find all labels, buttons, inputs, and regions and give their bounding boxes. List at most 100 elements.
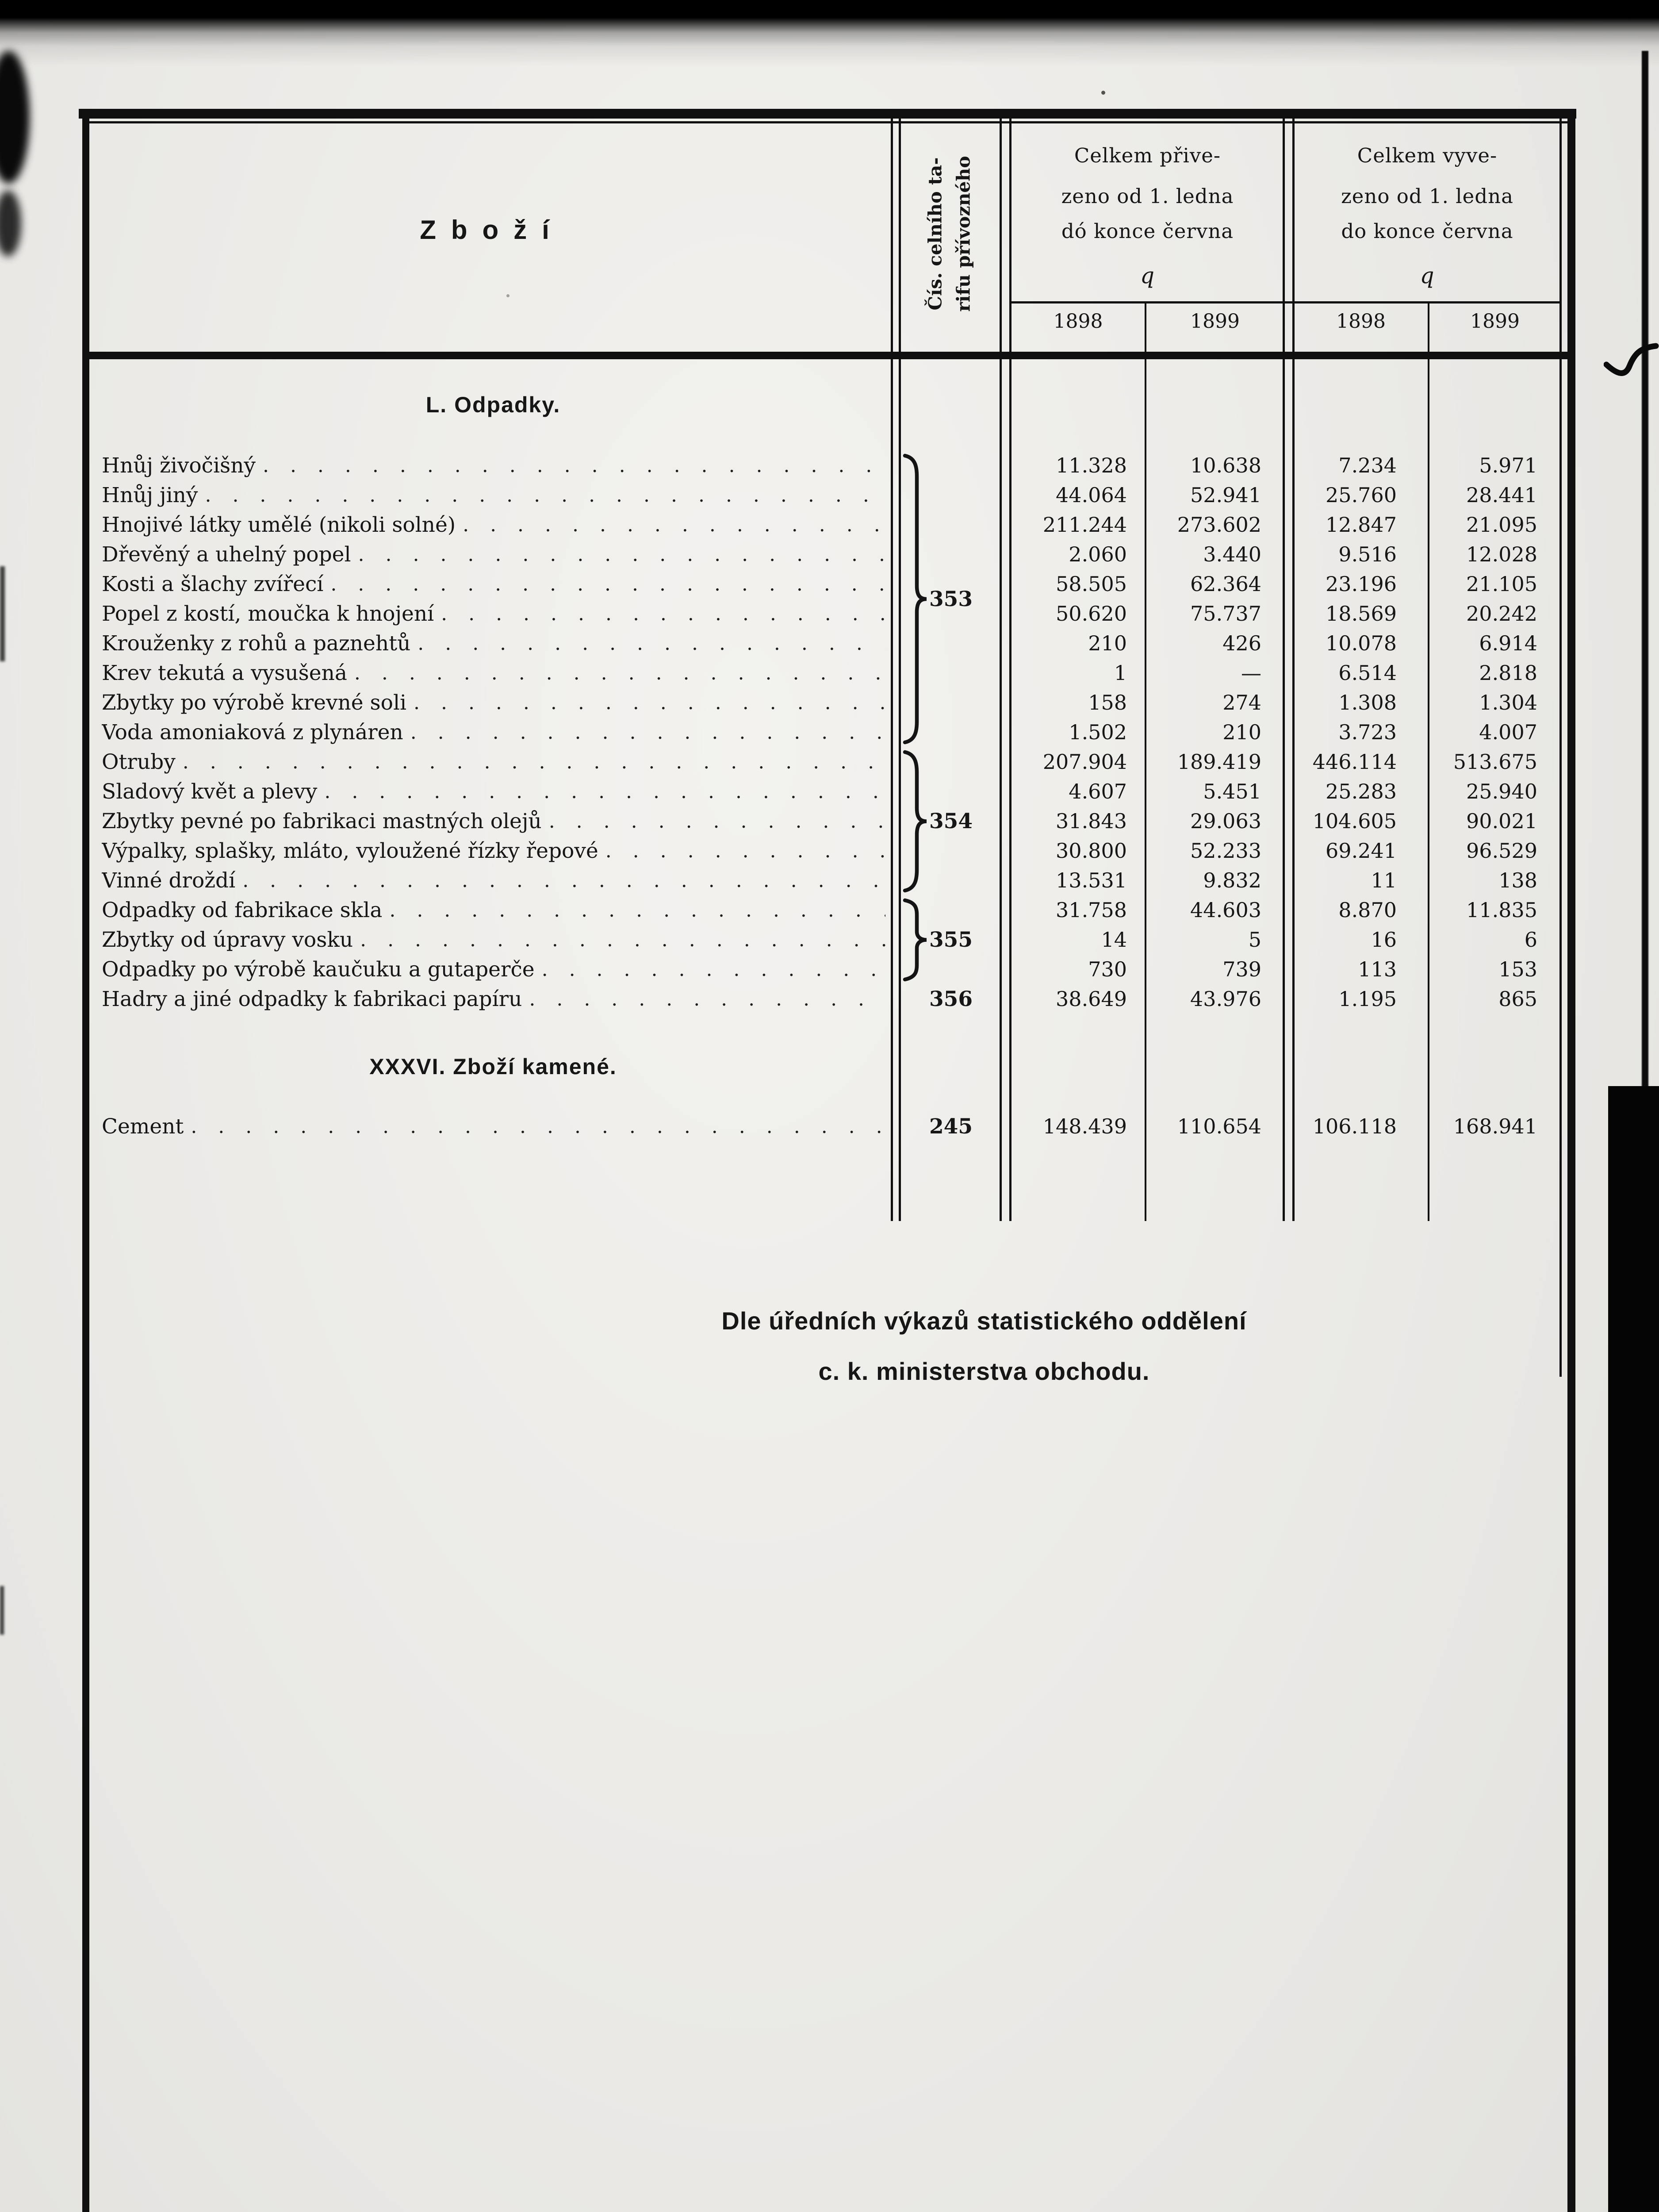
table-row: Výpalky, splašky, mláto, vyloužené řízky… (0, 836, 1659, 866)
value-e99: 168.941 (1453, 1114, 1537, 1138)
value-e98: 11 (1371, 868, 1397, 892)
value-e99: 153 (1498, 957, 1537, 981)
frame-left-border (82, 109, 89, 2212)
goods-label: Otruby (102, 750, 176, 774)
import-year-1899: 1899 (1190, 310, 1240, 333)
value-e99: 2.818 (1479, 661, 1537, 685)
dot-leader: . . . . . . . . . . . . . . . . . . . . … (389, 899, 885, 922)
value-i99: 10.638 (1190, 453, 1261, 477)
value-i99: 43.976 (1190, 987, 1261, 1011)
dot-leader: . . . . . . . . . . . . . . . . . . . . … (191, 1115, 885, 1138)
value-e99: 12.028 (1466, 542, 1537, 566)
table-row: Odpadky od fabrikace skla . . . . . . . .… (0, 895, 1659, 925)
value-e98: 1.308 (1338, 691, 1397, 714)
value-e99: 6.914 (1479, 631, 1537, 655)
scan-artifact-streak (0, 1586, 4, 1635)
table-row: Hnůj živočišný . . . . . . . . . . . . . … (0, 451, 1659, 480)
dot-leader: . . . . . . . . . . . . . . . . . . . . … (262, 454, 885, 477)
value-e99: 21.105 (1466, 572, 1537, 596)
export-header-line3: do konce června (1341, 219, 1513, 243)
dot-leader: . . . . . . . . . . . . . . . . . . . . … (182, 751, 885, 773)
scan-artifact-speck (506, 294, 510, 297)
value-i98: 11.328 (1056, 453, 1127, 477)
value-e98: 7.234 (1338, 453, 1397, 477)
value-i98: 207.904 (1042, 750, 1127, 774)
value-i99: 9.832 (1203, 868, 1261, 892)
value-i99: 739 (1222, 957, 1261, 981)
value-e98: 9.516 (1338, 542, 1397, 566)
source-note-line1: Dle úředních výkazů statistického odděle… (721, 1307, 1247, 1335)
table-row: Vinné droždí . . . . . . . . . . . . . . … (0, 866, 1659, 895)
value-i98: 210 (1088, 631, 1127, 655)
value-e98: 446.114 (1312, 750, 1397, 774)
dot-leader: . . . . . . . . . . . . . . . . . . . . … (354, 662, 885, 684)
dot-leader: . . . . . . . . . . . . . . . . . . . . … (418, 632, 885, 655)
table-row: Krev tekutá a vysušená . . . . . . . . . … (0, 658, 1659, 688)
value-i99: 75.737 (1190, 602, 1261, 626)
tariff-number: 245 (929, 1114, 973, 1139)
value-i99: 426 (1222, 631, 1261, 655)
export-year-1899: 1899 (1470, 310, 1520, 333)
value-i98: 31.758 (1056, 898, 1127, 922)
value-i98: 58.505 (1056, 572, 1127, 596)
value-e98: 10.078 (1326, 631, 1397, 655)
table-top-border (79, 109, 1576, 119)
goods-label: Kosti a šlachy zvířecí (102, 572, 324, 596)
dot-leader: . . . . . . . . . . . . . . . . . . . . … (205, 484, 885, 507)
value-i99: 44.603 (1190, 898, 1261, 922)
value-i99: — (1241, 661, 1261, 685)
table-row: Sladový květ a plevy . . . . . . . . . . … (0, 777, 1659, 806)
goods-label: Popel z kostí, moučka k hnojení (102, 602, 434, 626)
source-note-line2: c. k. ministerstva obchodu. (818, 1357, 1150, 1385)
column-header-goods: Zboží (420, 215, 564, 245)
year-subheader-rule (1011, 301, 1560, 303)
import-unit-q: q (1140, 263, 1155, 288)
value-i98: 2.060 (1069, 542, 1127, 566)
table-row: Hadry a jiné odpadky k fabrikaci papíru.… (0, 984, 1659, 1014)
value-i99: 52.233 (1190, 839, 1261, 863)
goods-label: Odpadky od fabrikace skla (102, 898, 383, 922)
value-i98: 31.843 (1056, 809, 1127, 833)
dot-leader: . . . . . . . . . . . . . . . . . . . . … (360, 929, 885, 951)
value-i99: 210 (1222, 720, 1261, 744)
value-e98: 18.569 (1326, 602, 1397, 626)
goods-label: Cement (102, 1114, 184, 1139)
col-rule-import-export-b (1292, 111, 1295, 1221)
scan-artifact-speck (1101, 91, 1105, 95)
value-i99: 5 (1248, 928, 1261, 952)
dot-leader: . . . . . . . . . . . . . . . . . . . . … (330, 573, 885, 595)
header-bottom-rule (82, 352, 1575, 359)
value-e98: 16 (1371, 928, 1397, 952)
goods-label: Sladový květ a plevy (102, 780, 318, 804)
col-rule-import-years (1145, 303, 1146, 1221)
value-e99: 28.441 (1466, 483, 1537, 507)
goods-label: Hadry a jiné odpadky k fabrikaci papíru (102, 987, 522, 1011)
value-e98: 1.195 (1338, 987, 1397, 1011)
value-i98: 730 (1088, 957, 1127, 981)
tariff-number: 355 (929, 928, 973, 952)
tariff-number: 354 (929, 809, 973, 833)
scan-artifact-top-band (0, 0, 1659, 66)
goods-label: Hnůj živočišný (102, 453, 256, 478)
section-title-zbozi-kamene: XXXVI. Zboží kamené. (369, 1054, 617, 1079)
dot-leader: . . . . . . . . . . . . . . . . . . . . … (242, 869, 885, 892)
table-row: Hnojivé látky umělé (nikoli solné) . . . … (0, 510, 1659, 540)
table-right-inner-rule (1559, 111, 1562, 1377)
value-e98: 8.870 (1338, 898, 1397, 922)
table-row: Zbytky pevné po fabrikaci mastných olejů… (0, 806, 1659, 836)
value-e99: 1.304 (1479, 691, 1537, 714)
value-e98: 3.723 (1338, 720, 1397, 744)
value-e99: 25.940 (1466, 780, 1537, 803)
tariff-group-brace (903, 750, 927, 893)
import-header-line3: dó konce června (1061, 219, 1234, 243)
export-header-line2: zeno od 1. ledna (1341, 184, 1513, 208)
table-row: Hnůj jiný . . . . . . . . . . . . . . . .… (0, 480, 1659, 510)
col-rule-goods-a (891, 111, 893, 1221)
value-e99: 865 (1498, 987, 1537, 1011)
table-row: Cement . . . . . . . . . . . . . . . . . … (0, 1112, 1659, 1141)
tariff-number: 353 (929, 587, 973, 611)
goods-label: Hnůj jiný (102, 483, 198, 507)
col-rule-tariff-a (1000, 111, 1002, 1221)
value-i98: 1 (1114, 661, 1127, 685)
value-i98: 211.244 (1042, 513, 1127, 537)
